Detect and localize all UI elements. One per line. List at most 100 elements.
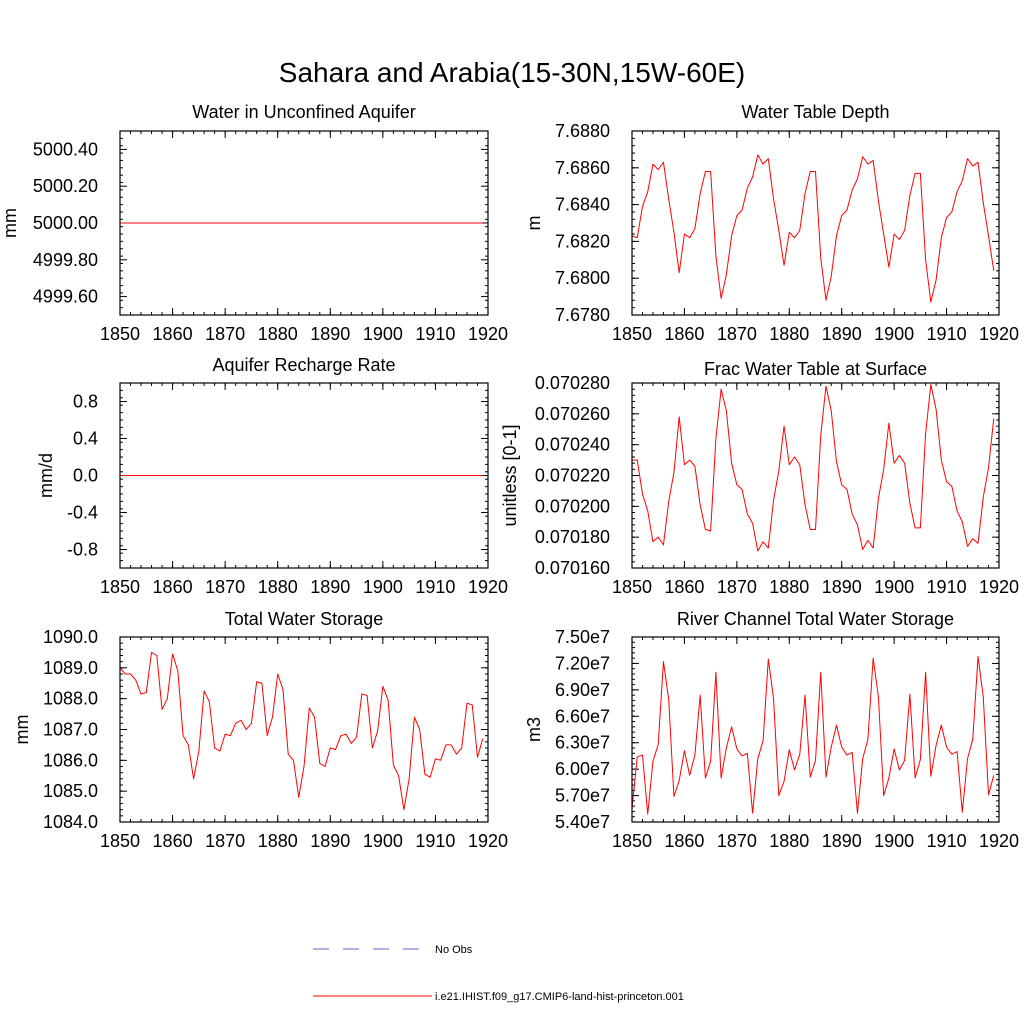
x-tick-label: 1880: [258, 831, 298, 851]
panel-title: Water in Unconfined Aquifer: [192, 102, 415, 122]
y-tick-label: 1085.0: [43, 781, 98, 801]
y-tick-label: 5.70e7: [555, 786, 610, 806]
y-tick-label: 7.6860: [555, 158, 610, 178]
x-tick-label: 1890: [310, 831, 350, 851]
figure-title: Sahara and Arabia(15-30N,15W-60E): [279, 57, 745, 88]
panel-title: Frac Water Table at Surface: [704, 359, 927, 379]
series-line: [119, 651, 484, 811]
plot-frame: [631, 636, 1000, 823]
y-tick-label: 4999.60: [33, 287, 98, 307]
y-tick-label: 5000.40: [33, 139, 98, 159]
y-tick-label: 0.070200: [535, 496, 610, 516]
plot-frame: [119, 130, 489, 316]
x-tick-label: 1870: [717, 831, 757, 851]
x-tick-label: 1920: [979, 324, 1019, 344]
y-tick-label: 6.30e7: [555, 733, 610, 753]
panel-4: Frac Water Table at Surface unitless [0-1…: [500, 359, 1019, 597]
x-tick-label: 1880: [769, 577, 809, 597]
y-tick-label: 1090.0: [43, 627, 98, 647]
x-tick-label: 1910: [927, 831, 967, 851]
panel-2: Water Table Depth m 1850 1860 1870 1880 1890 19…: [524, 102, 1019, 344]
x-tick-label: 1900: [363, 577, 403, 597]
x-tick-label: 1890: [822, 324, 862, 344]
y-tick-label: 6.00e7: [555, 759, 610, 779]
x-tick-label: 1850: [100, 577, 140, 597]
y-tick-label: 1088.0: [43, 689, 98, 709]
panel-title: Total Water Storage: [225, 609, 383, 629]
y-tick-label: 7.6780: [555, 305, 610, 325]
y-tick-label: 1086.0: [43, 750, 98, 770]
x-tick-label: 1850: [100, 324, 140, 344]
panel-title: Water Table Depth: [741, 102, 889, 122]
legend-item-no-obs: No Obs: [313, 944, 473, 956]
x-tick-label: 1880: [258, 577, 298, 597]
legend-label-no-obs: No Obs: [435, 944, 473, 956]
y-tick-label: 0.070220: [535, 466, 610, 486]
y-tick-label: 0.4: [73, 429, 98, 449]
y-tick-label: 5.40e7: [555, 812, 610, 832]
x-tick-label: 1900: [874, 831, 914, 851]
x-tick-label: 1870: [205, 831, 245, 851]
x-tick-label: 1900: [363, 324, 403, 344]
x-tick-label: 1880: [769, 831, 809, 851]
y-tick-label: 6.60e7: [555, 706, 610, 726]
y-tick-label: 6.90e7: [555, 680, 610, 700]
x-tick-label: 1860: [664, 831, 704, 851]
series-line: [631, 154, 995, 303]
x-tick-label: 1860: [153, 831, 193, 851]
x-tick-label: 1900: [874, 324, 914, 344]
x-tick-label: 1920: [468, 831, 508, 851]
panel-5: Total Water Storage mm 1850 1860 1870 1880 189…: [12, 609, 508, 851]
x-tick-label: 1910: [415, 831, 455, 851]
x-tick-label: 1910: [415, 324, 455, 344]
x-tick-label: 1880: [258, 324, 298, 344]
panel-1: Water in Unconfined Aquifer mm 1850 1860 187…: [0, 102, 508, 344]
x-tick-label: 1860: [153, 324, 193, 344]
y-tick-label: 0.0: [73, 466, 98, 486]
panels: Water in Unconfined Aquifer mm 1850 1860 187…: [0, 102, 1019, 851]
y-axis-label: unitless [0-1]: [500, 424, 520, 526]
x-tick-label: 1870: [717, 577, 757, 597]
x-tick-label: 1860: [153, 577, 193, 597]
y-tick-label: 7.6820: [555, 231, 610, 251]
y-tick-label: 0.070180: [535, 527, 610, 547]
x-tick-label: 1910: [927, 577, 967, 597]
x-tick-label: 1880: [769, 324, 809, 344]
x-tick-label: 1850: [100, 831, 140, 851]
y-tick-label: 0.070280: [535, 373, 610, 393]
x-tick-label: 1850: [612, 324, 652, 344]
y-tick-label: -0.4: [67, 503, 98, 523]
panel-3: Aquifer Recharge Rate mm/d 1850 1860 1870 188…: [36, 355, 508, 597]
plot-frame: [119, 382, 489, 569]
y-tick-label: 7.6800: [555, 268, 610, 288]
y-tick-label: 7.20e7: [555, 653, 610, 673]
x-tick-label: 1910: [927, 324, 967, 344]
legend: No Obs i.e21.IHIST.f09_g17.CMIP6-land-hi…: [313, 944, 684, 1003]
plot-frame: [119, 636, 489, 823]
y-axis-label: m3: [524, 717, 544, 742]
x-tick-label: 1850: [612, 577, 652, 597]
x-tick-label: 1870: [717, 324, 757, 344]
x-tick-label: 1920: [468, 577, 508, 597]
y-tick-label: 7.50e7: [555, 627, 610, 647]
x-tick-label: 1870: [205, 577, 245, 597]
x-tick-label: 1900: [363, 831, 403, 851]
y-tick-label: 4999.80: [33, 250, 98, 270]
x-tick-label: 1860: [664, 324, 704, 344]
panel-title: River Channel Total Water Storage: [677, 609, 954, 629]
y-tick-label: 7.6880: [555, 121, 610, 141]
plot-frame: [631, 382, 1000, 569]
series-line: [631, 655, 995, 815]
x-tick-label: 1890: [822, 831, 862, 851]
x-tick-label: 1920: [468, 324, 508, 344]
x-tick-label: 1910: [415, 577, 455, 597]
y-tick-label: 1089.0: [43, 658, 98, 678]
y-tick-label: 0.070160: [535, 558, 610, 578]
x-tick-label: 1900: [874, 577, 914, 597]
x-tick-label: 1890: [310, 577, 350, 597]
y-axis-label: mm: [12, 715, 32, 745]
legend-label-model-run: i.e21.IHIST.f09_g17.CMIP6-land-hist-prin…: [435, 991, 684, 1003]
panel-6: River Channel Total Water Storage m3 1850 1…: [524, 609, 1019, 851]
y-tick-label: 5000.20: [33, 176, 98, 196]
